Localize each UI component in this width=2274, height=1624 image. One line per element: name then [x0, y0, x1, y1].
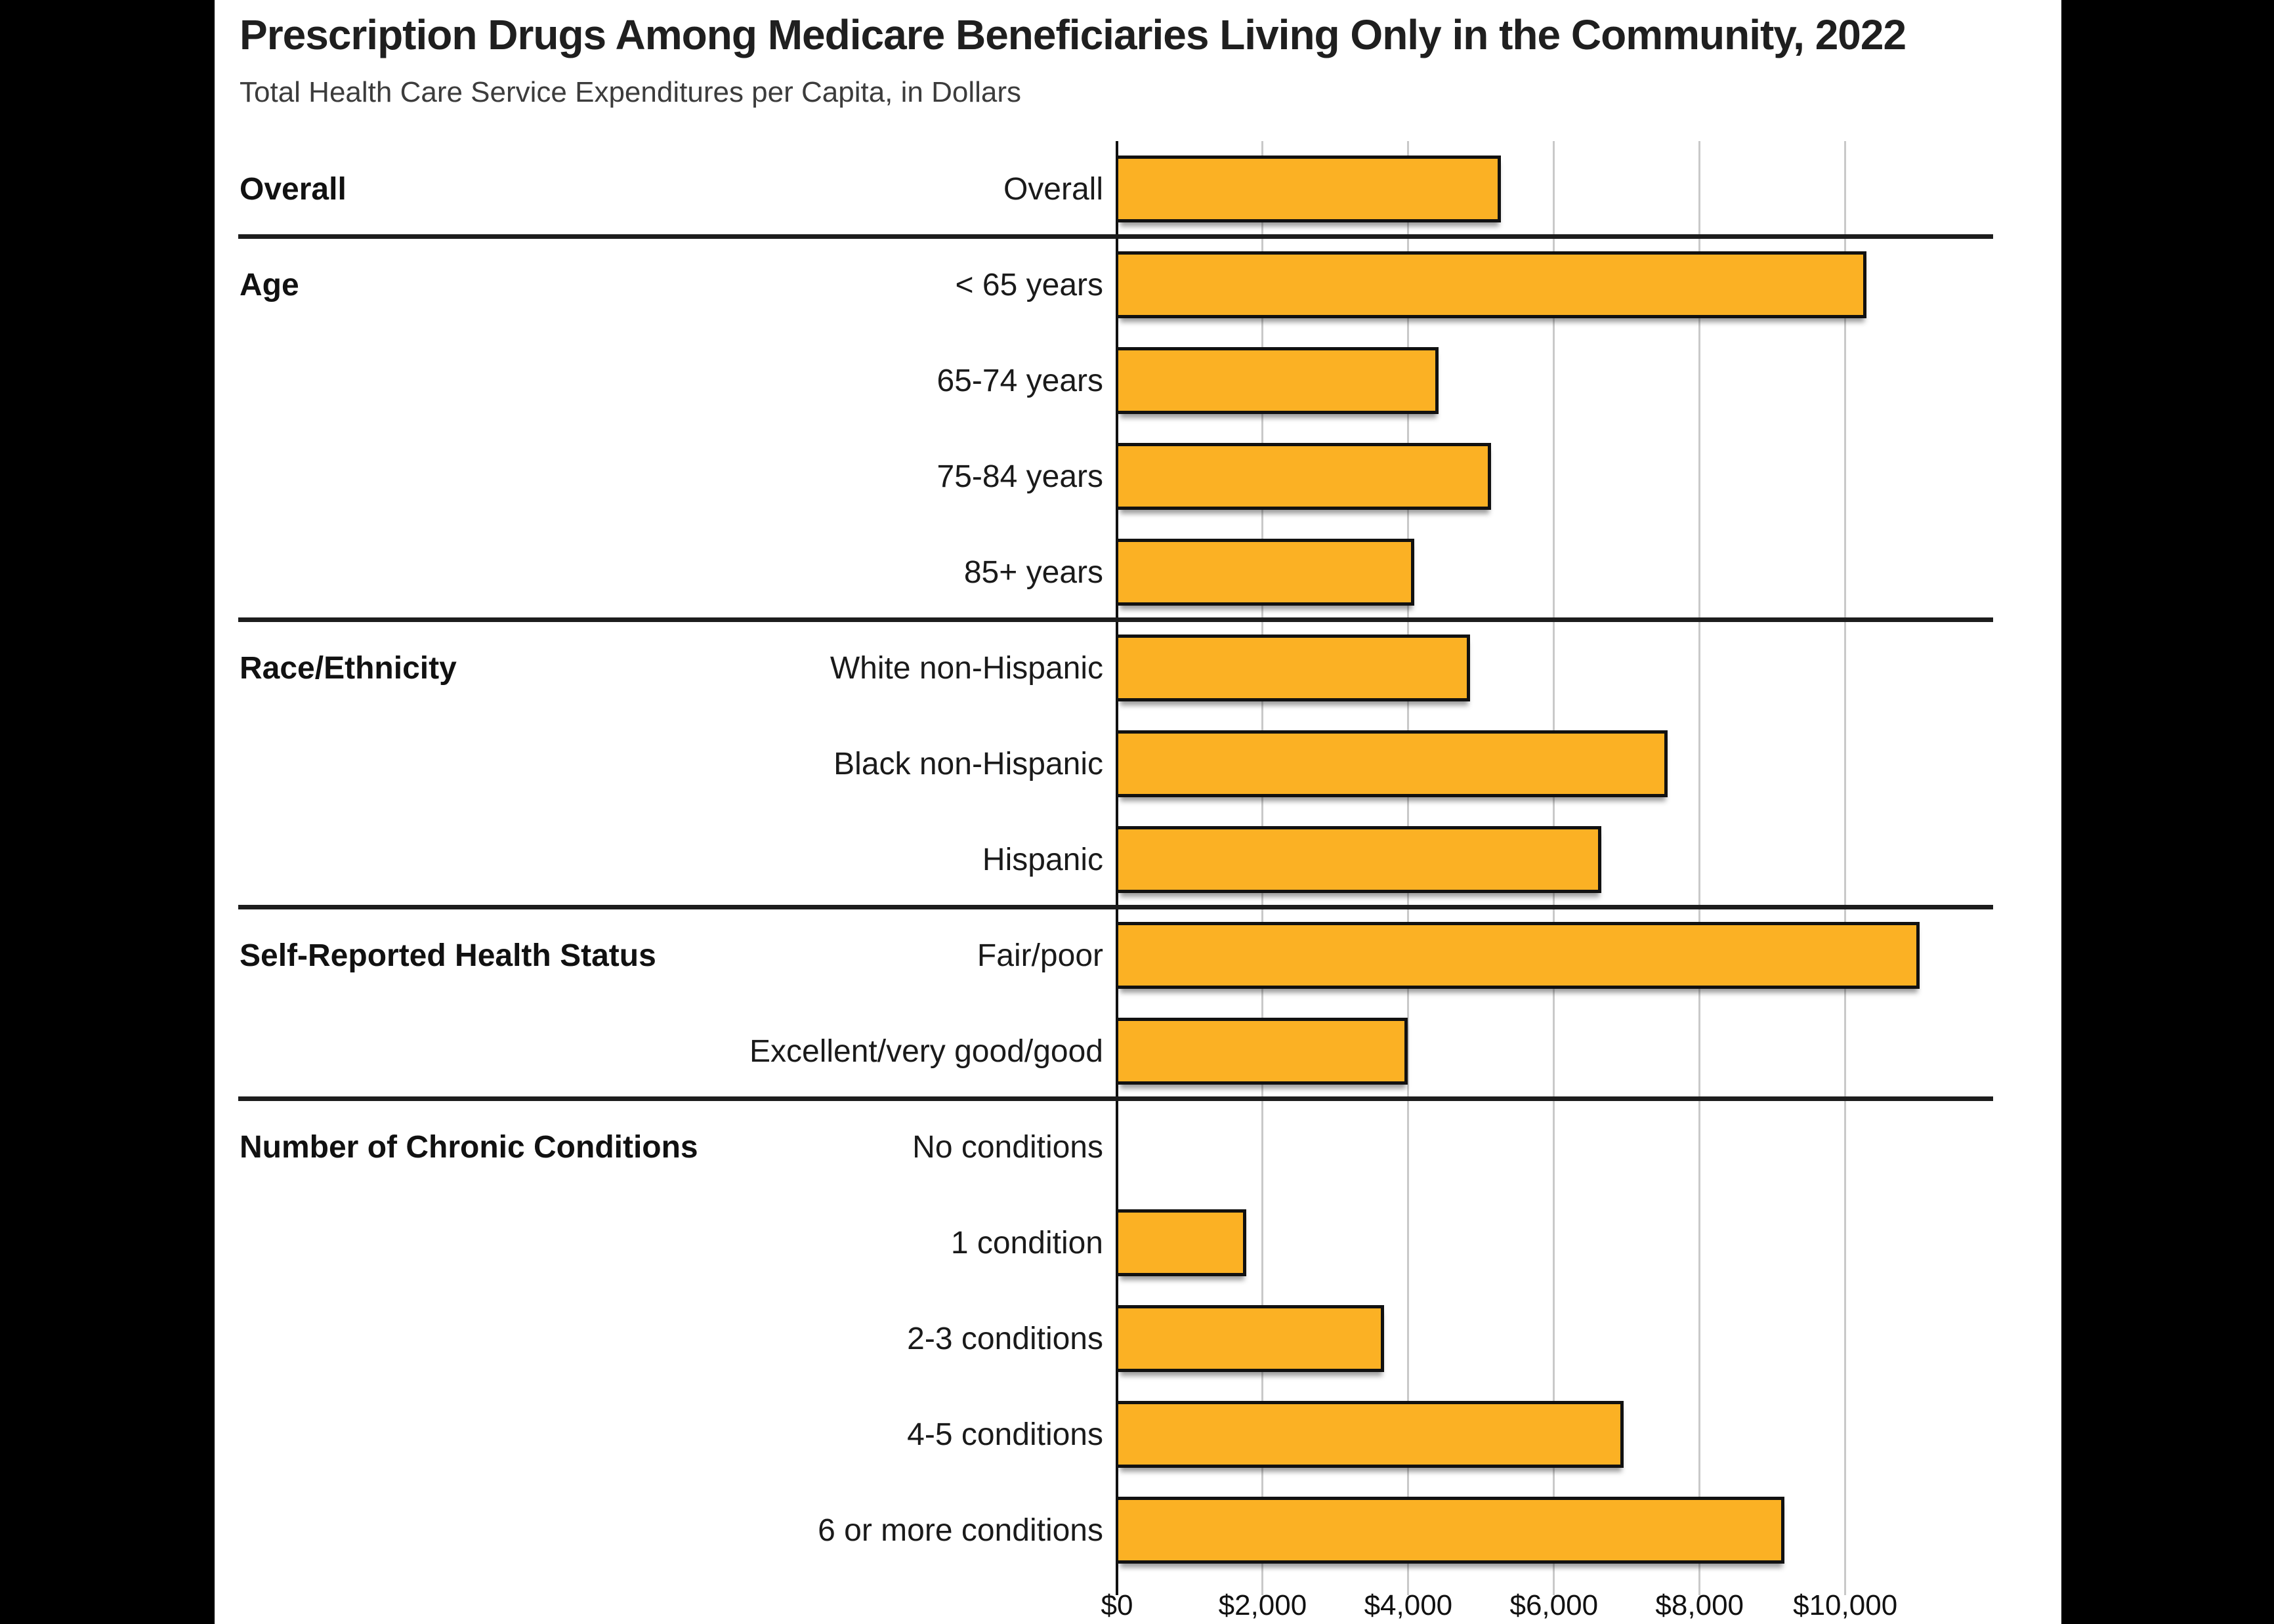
bar-track — [1118, 826, 2061, 893]
row-label: No conditions — [912, 1129, 1103, 1165]
group-label: Self-Reported Health Status — [240, 938, 656, 973]
table-row: Black non-Hispanic — [215, 716, 2061, 812]
group-divider — [238, 617, 1993, 622]
bar-6-or-more-conditions — [1118, 1497, 1785, 1564]
bar-overall — [1118, 156, 1501, 222]
chart-card: Prescription Drugs Among Medicare Benefi… — [215, 0, 2061, 1624]
group-label: Overall — [240, 171, 347, 207]
bar-fair-poor — [1118, 922, 1920, 989]
table-row: Number of Chronic Conditions No conditio… — [215, 1099, 2061, 1195]
bar-track — [1118, 347, 2061, 414]
bar-hispanic — [1118, 826, 1601, 893]
table-row: 2-3 conditions — [215, 1291, 2061, 1386]
category-group-age: Age < 65 years 65-74 years 75-84 years 8… — [215, 234, 2061, 620]
row-label: 65-74 years — [937, 363, 1103, 398]
bar-4-5-conditions — [1118, 1401, 1624, 1468]
gridline — [1843, 141, 1846, 1595]
category-group-number-of-chronic-conditions: Number of Chronic Conditions No conditio… — [215, 1096, 2061, 1578]
row-label: 4-5 conditions — [907, 1417, 1103, 1452]
table-row: Race/Ethnicity White non-Hispanic — [215, 620, 2061, 716]
bar-track — [1118, 730, 2061, 797]
group-label: Number of Chronic Conditions — [240, 1129, 698, 1165]
table-row: 6 or more conditions — [215, 1482, 2061, 1578]
bar-85-years — [1118, 539, 1414, 606]
bar-track — [1118, 156, 2061, 222]
table-row: Overall Overall — [215, 141, 2061, 237]
row-label: Fair/poor — [977, 938, 1103, 973]
bar-65-74-years — [1118, 347, 1439, 414]
group-divider — [238, 905, 1993, 909]
row-label: Hispanic — [982, 842, 1103, 877]
group-label: Age — [240, 267, 299, 302]
bar-track — [1118, 443, 2061, 510]
bar-track — [1118, 1114, 2061, 1180]
table-row: Self-Reported Health Status Fair/poor — [215, 907, 2061, 1003]
bar-track — [1118, 1401, 2061, 1468]
x-tick-label: $2,000 — [1218, 1589, 1307, 1621]
bar-65-years — [1118, 251, 1866, 318]
table-row: 85+ years — [215, 524, 2061, 620]
row-label: White non-Hispanic — [830, 650, 1103, 686]
table-row: 75-84 years — [215, 428, 2061, 524]
table-row: 1 condition — [215, 1195, 2061, 1291]
bar-track — [1118, 922, 2061, 989]
table-row: Hispanic — [215, 812, 2061, 907]
x-tick-label: $4,000 — [1364, 1589, 1453, 1621]
bar-black-non-hispanic — [1118, 730, 1668, 797]
row-label: Excellent/very good/good — [749, 1033, 1103, 1069]
bar-track — [1118, 539, 2061, 606]
table-row: Excellent/very good/good — [215, 1003, 2061, 1099]
bar-track — [1118, 1209, 2061, 1276]
group-divider — [238, 1096, 1993, 1101]
x-axis: $0 $2,000 $4,000 $6,000 $8,000 $10,000 — [215, 1589, 2061, 1624]
row-label: 6 or more conditions — [818, 1512, 1103, 1548]
bar-track — [1118, 1018, 2061, 1085]
row-label: < 65 years — [955, 267, 1103, 302]
group-divider — [238, 234, 1993, 239]
bar-excellent-very-good-good — [1118, 1018, 1408, 1085]
x-tick-label: $0 — [1101, 1589, 1133, 1621]
bar-track — [1118, 635, 2061, 701]
y-axis-zero-line — [1116, 141, 1118, 1595]
bar-75-84-years — [1118, 443, 1492, 510]
x-tick-label: $10,000 — [1793, 1589, 1898, 1621]
category-group-race-ethnicity: Race/Ethnicity White non-Hispanic Black … — [215, 617, 2061, 907]
row-label: Overall — [1003, 171, 1103, 207]
chart-subtitle: Total Health Care Service Expenditures p… — [240, 76, 1022, 108]
table-row: 4-5 conditions — [215, 1386, 2061, 1482]
bar-track — [1118, 1305, 2061, 1372]
row-label: 1 condition — [950, 1225, 1103, 1260]
x-tick-label: $8,000 — [1655, 1589, 1744, 1621]
x-tick-label: $6,000 — [1509, 1589, 1599, 1621]
row-label: 2-3 conditions — [907, 1321, 1103, 1356]
bar-track — [1118, 251, 2061, 318]
bar-2-3-conditions — [1118, 1305, 1385, 1372]
gridline — [1698, 141, 1700, 1595]
category-group-overall: Overall Overall — [215, 141, 2061, 237]
table-row: 65-74 years — [215, 333, 2061, 428]
group-label: Race/Ethnicity — [240, 650, 457, 686]
category-group-self-reported-health-status: Self-Reported Health Status Fair/poor Ex… — [215, 905, 2061, 1099]
bar-white-non-hispanic — [1118, 635, 1470, 701]
row-label: 85+ years — [963, 554, 1103, 590]
bar-1-condition — [1118, 1209, 1247, 1276]
bar-groups: Overall Overall Age < 65 years 65-74 yea… — [215, 141, 2061, 1578]
row-label: 75-84 years — [937, 459, 1103, 494]
table-row: Age < 65 years — [215, 237, 2061, 333]
plot-area: Overall Overall Age < 65 years 65-74 yea… — [215, 141, 2061, 1595]
row-label: Black non-Hispanic — [833, 746, 1103, 781]
bar-track — [1118, 1497, 2061, 1564]
chart-title: Prescription Drugs Among Medicare Benefi… — [240, 11, 1906, 58]
